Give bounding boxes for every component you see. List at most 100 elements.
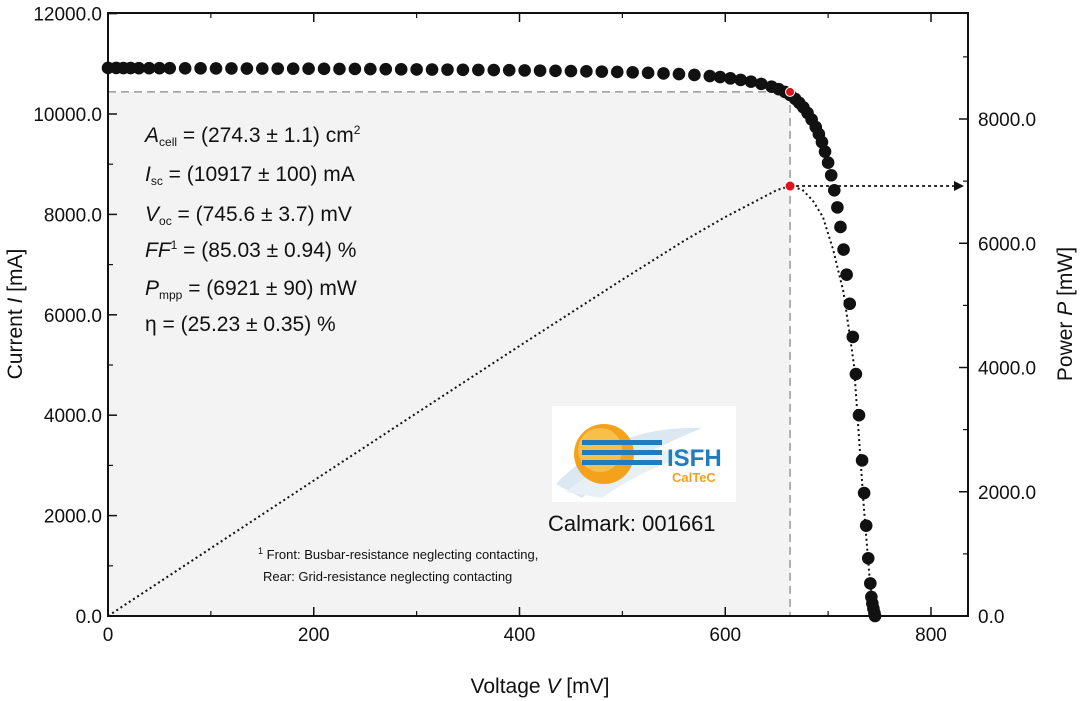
svg-text:CalTeC: CalTeC: [672, 470, 716, 485]
x-tick-label: 800: [915, 625, 947, 646]
iv-point: [815, 135, 829, 149]
x-tick-label: 600: [709, 625, 741, 646]
y-left-tick-label: 10000.0: [33, 105, 102, 126]
parameter-subscript: cell: [159, 135, 178, 149]
iv-point: [178, 62, 192, 75]
parameter-value: = (745.6 ± 3.7) mV: [171, 203, 352, 226]
x-tick-label: 400: [504, 625, 536, 646]
iv-point: [564, 64, 578, 78]
arrowhead-icon: [954, 181, 964, 192]
iv-point: [703, 69, 717, 83]
iv-point: [626, 66, 639, 79]
parameter-line: FF1 = (85.03 ± 0.94) %: [145, 238, 356, 263]
iv-point: [610, 65, 624, 79]
y-left-tick-label: 6000.0: [44, 306, 102, 327]
iv-point: [754, 77, 768, 91]
iv-point: [595, 65, 609, 78]
iv-point: [194, 62, 207, 75]
iv-point: [240, 62, 254, 75]
y-right-axis-label: Power P [mW]: [1054, 247, 1077, 381]
iv-point: [840, 268, 853, 281]
parameter-line: Pmpp = (6921 ± 90) mW: [145, 277, 357, 302]
unit-superscript: 2: [353, 123, 361, 137]
parameter-superscript: 1: [170, 238, 178, 252]
iv-point: [441, 63, 454, 76]
iv-point: [502, 63, 516, 77]
y-left-tick-label: 4000.0: [44, 406, 102, 427]
iv-point: [861, 551, 875, 565]
iv-point: [734, 73, 747, 87]
iv-point: [864, 577, 877, 590]
parameter-symbol: A: [145, 124, 160, 147]
iv-point: [225, 62, 238, 75]
iv-point: [834, 220, 847, 234]
parameter-line: η = (25.23 ± 0.35) %: [145, 313, 336, 337]
iv-point: [852, 408, 866, 422]
iv-point: [533, 64, 547, 77]
parameter-symbol: V: [145, 203, 160, 226]
parameter-line: Acell = (274.3 ± 1.1) cm2: [145, 123, 360, 149]
iv-point: [163, 61, 177, 75]
y-right-tick-label: 6000.0: [978, 234, 1036, 255]
y-right-tick-label: 4000.0: [978, 359, 1036, 380]
calmark-label: Calmark: 001661: [548, 511, 716, 536]
parameter-line: Isc = (10917 ± 100) mA: [145, 163, 355, 188]
parameter-subscript: oc: [159, 214, 172, 228]
iv-point: [333, 62, 346, 76]
svg-text:ISFH: ISFH: [667, 445, 722, 472]
iv-point: [688, 68, 701, 82]
parameter-line: Voc = (745.6 ± 3.7) mV: [145, 203, 352, 228]
footnote-line-2: Rear: Grid-resistance neglecting contact…: [263, 569, 513, 584]
iv-point: [410, 63, 423, 76]
iv-point: [425, 63, 439, 76]
iv-point: [657, 67, 670, 80]
iv-point: [142, 61, 156, 75]
y-right-tick-label: 0.0: [978, 607, 1004, 628]
footnote-line-1: 1 Front: Busbar-resistance neglecting co…: [258, 546, 539, 562]
iv-point: [209, 62, 223, 75]
iv-point: [549, 64, 562, 78]
x-tick-label: 200: [298, 625, 330, 646]
mpp-power-point: [784, 180, 796, 192]
parameter-value: = (10917 ± 100) mA: [162, 163, 355, 186]
x-tick-labels: 0 200 400 600 800: [103, 625, 947, 646]
x-tick-label: 0: [103, 625, 114, 646]
parameter-subscript: mpp: [159, 288, 183, 302]
y-left-tick-label: 2000.0: [44, 507, 102, 528]
iv-point: [364, 62, 377, 76]
iv-point: [487, 63, 501, 77]
iv-point: [394, 63, 408, 76]
iv-point: [348, 62, 362, 76]
iv-point: [302, 62, 315, 76]
mpp-rectangle: [108, 91, 791, 617]
iv-point: [132, 61, 146, 75]
iv-point: [837, 243, 850, 256]
iv-point: [855, 454, 869, 467]
x-axis-label: Voltage V [mV]: [471, 675, 610, 698]
parameter-subscript: sc: [150, 174, 163, 188]
y-left-axis-label: Current I [mA]: [4, 249, 27, 380]
iv-point: [641, 66, 655, 80]
iv-point: [849, 367, 863, 381]
sun-logo-icon: ISFH CalTeC: [552, 406, 736, 502]
isfh-logo: ISFH CalTeC: [552, 406, 736, 502]
iv-point: [256, 62, 269, 75]
parameter-value: = (85.03 ± 0.94) %: [177, 239, 357, 262]
plot-frame: [107, 12, 969, 617]
parameter-symbol: P: [145, 277, 160, 300]
power-curve: [107, 184, 877, 617]
iv-point: [821, 156, 835, 169]
iv-point: [857, 486, 871, 500]
iv-point: [286, 62, 300, 75]
iv-point: [472, 63, 485, 77]
y-left-tick-labels: 0.0 2000.0 4000.0 6000.0 8000.0 10000.0 12000.…: [33, 5, 102, 628]
parameter-value: = (25.23 ± 0.35) %: [156, 313, 336, 336]
iv-point: [317, 62, 331, 76]
parameter-symbol: FF: [145, 239, 171, 262]
y-right-tick-label: 2000.0: [978, 483, 1036, 504]
iv-point: [153, 61, 166, 75]
mpp-iv-point: [785, 86, 796, 97]
y-right-tick-labels: 0.0 2000.0 4000.0 6000.0 8000.0: [978, 110, 1036, 628]
y-right-tick-label: 8000.0: [978, 110, 1036, 131]
